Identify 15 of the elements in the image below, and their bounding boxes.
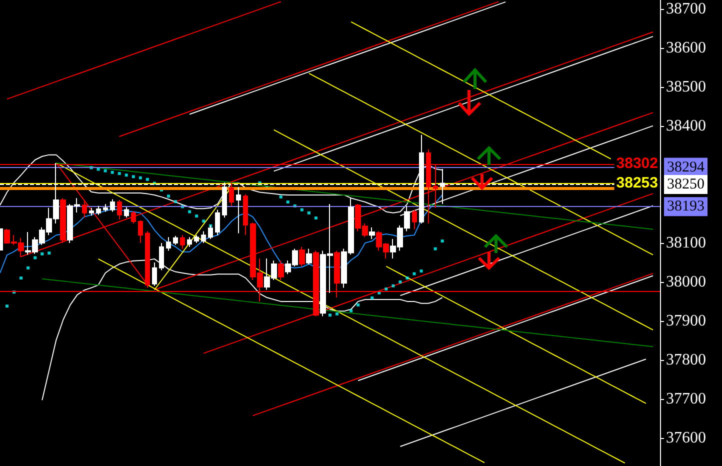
y-tick-label: 38500 [666, 78, 706, 96]
y-tick-label: 38700 [666, 0, 706, 18]
ref-line-label: 38193 [667, 198, 704, 215]
y-tick-label: 37600 [666, 429, 706, 446]
y-tick-label: 38000 [666, 273, 706, 290]
y-tick-label: 38100 [666, 234, 706, 252]
y-tick-label: 38600 [666, 39, 706, 56]
y-tick-label: 37700 [666, 390, 706, 408]
y-tick-label: 37800 [666, 351, 706, 368]
ref-line-label: 38250 [667, 176, 704, 192]
ref-line-label: 38294 [667, 159, 705, 176]
ref-line-label: 38302 [616, 155, 658, 172]
ref-line-label: 38253 [616, 174, 658, 192]
y-tick-label: 38400 [666, 117, 706, 134]
y-tick-label: 37900 [666, 312, 706, 330]
